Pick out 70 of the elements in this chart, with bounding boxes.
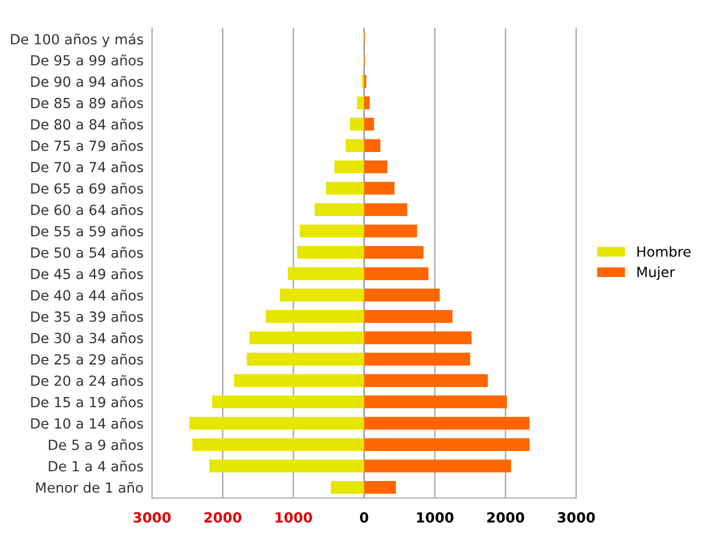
y-tick-label: De 75 a 79 años bbox=[31, 140, 143, 152]
bar bbox=[364, 182, 395, 195]
y-tick-label: De 85 a 89 años bbox=[31, 97, 143, 108]
bar bbox=[250, 331, 364, 344]
y-tick-label: Menor de 1 año bbox=[36, 482, 143, 493]
bar bbox=[364, 96, 370, 110]
bar bbox=[192, 438, 364, 452]
y-tick-label: De 70 a 74 años bbox=[31, 161, 143, 172]
bar bbox=[357, 96, 364, 110]
bar bbox=[364, 118, 374, 131]
bar bbox=[296, 246, 364, 259]
bar bbox=[364, 374, 488, 387]
bar bbox=[326, 182, 364, 195]
bar bbox=[364, 310, 452, 323]
bar bbox=[300, 224, 364, 238]
y-tick-label: De 95 a 99 años bbox=[31, 54, 143, 66]
y-tick-label: De 5 a 9 años bbox=[48, 439, 143, 450]
bar bbox=[364, 160, 388, 174]
bar bbox=[212, 395, 364, 408]
legend-label: Mujer bbox=[637, 266, 675, 280]
x-tick-label: 1000 bbox=[417, 512, 454, 523]
y-tick-label: De 65 a 69 años bbox=[31, 182, 143, 194]
bar bbox=[364, 267, 428, 280]
x-tick-label: 1000 bbox=[276, 512, 312, 523]
x-tick-label: 2000 bbox=[204, 512, 242, 523]
bar bbox=[189, 416, 364, 430]
bar bbox=[364, 480, 396, 494]
bar bbox=[364, 331, 472, 344]
bar bbox=[364, 288, 440, 302]
bar bbox=[330, 480, 364, 494]
y-tick-label: De 25 a 29 años bbox=[31, 354, 143, 365]
y-tick-label: De 60 a 64 años bbox=[31, 204, 143, 216]
bar bbox=[364, 416, 530, 430]
y-tick-label: De 50 a 54 años bbox=[31, 246, 143, 258]
bar bbox=[246, 352, 364, 366]
bar bbox=[364, 438, 530, 452]
y-tick-label: De 40 a 44 años bbox=[31, 290, 143, 301]
bar bbox=[266, 310, 364, 323]
bar bbox=[364, 203, 408, 216]
bar bbox=[364, 246, 424, 259]
bar bbox=[346, 139, 364, 152]
bar bbox=[364, 224, 418, 238]
bar bbox=[234, 374, 364, 387]
y-tick-label: De 30 a 34 años bbox=[31, 332, 143, 344]
bar bbox=[364, 460, 512, 472]
x-tick-label: 2000 bbox=[487, 512, 524, 523]
bar bbox=[364, 139, 380, 152]
x-tick-label: 3000 bbox=[558, 512, 595, 523]
bar bbox=[350, 118, 364, 131]
bar bbox=[288, 267, 364, 280]
legend-label: Hombre bbox=[637, 246, 691, 257]
y-tick-label: De 1 a 4 años bbox=[48, 460, 143, 472]
bar bbox=[314, 203, 364, 216]
y-tick-label: De 80 a 84 años bbox=[31, 118, 143, 130]
x-tick-label: 0 bbox=[360, 512, 368, 523]
bar bbox=[362, 75, 364, 88]
y-tick-label: De 10 a 14 años bbox=[31, 418, 143, 429]
bar bbox=[364, 352, 470, 366]
y-tick-label: De 45 a 49 años bbox=[31, 268, 143, 280]
y-tick-label: De 90 a 94 años bbox=[31, 76, 143, 87]
bar bbox=[209, 460, 364, 472]
bar bbox=[364, 395, 507, 408]
y-tick-label: De 15 a 19 años bbox=[31, 396, 143, 408]
bar bbox=[280, 288, 364, 302]
y-tick-label: De 35 a 39 años bbox=[31, 310, 143, 322]
y-tick-label: De 100 años y más bbox=[11, 33, 143, 48]
y-tick-label: De 20 a 24 años bbox=[31, 375, 143, 386]
y-tick-label: De 55 a 59 años bbox=[31, 225, 143, 236]
bar bbox=[334, 160, 364, 174]
x-tick-label: 3000 bbox=[134, 512, 171, 523]
